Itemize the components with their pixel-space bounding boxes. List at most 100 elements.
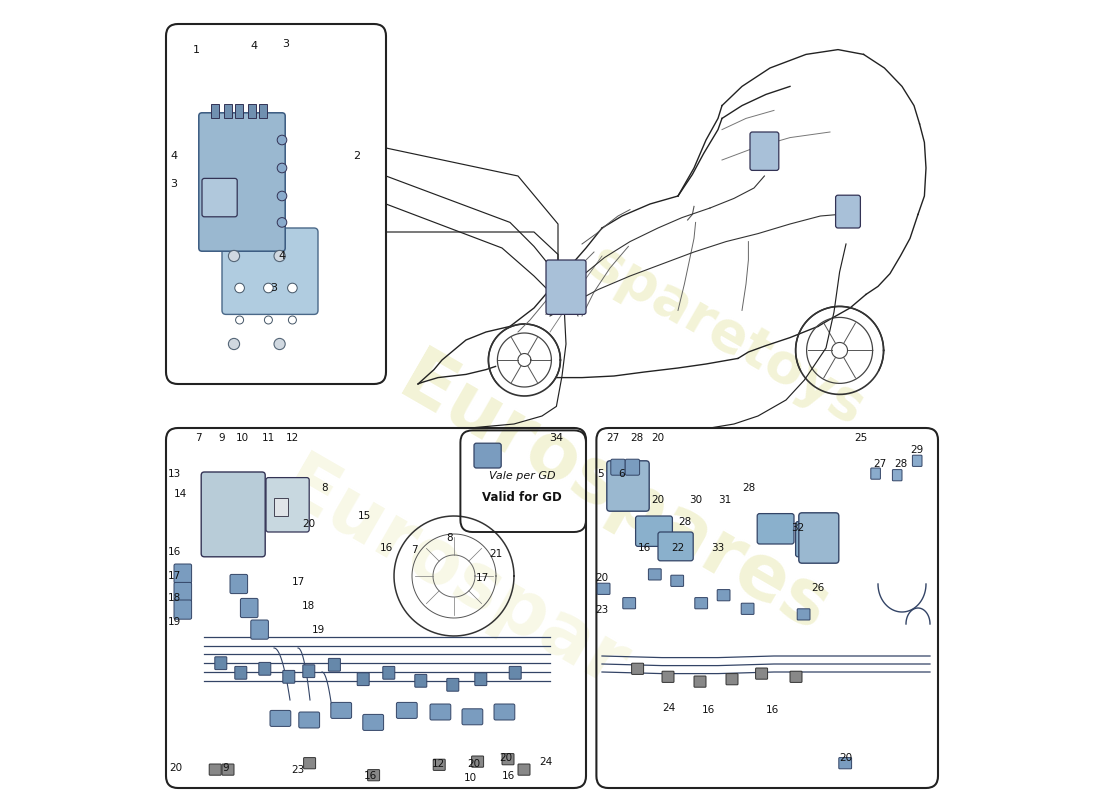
FancyBboxPatch shape bbox=[799, 513, 839, 563]
FancyBboxPatch shape bbox=[430, 704, 451, 720]
FancyBboxPatch shape bbox=[199, 113, 285, 251]
FancyBboxPatch shape bbox=[241, 598, 258, 618]
Text: 28: 28 bbox=[678, 517, 691, 526]
Text: 3: 3 bbox=[283, 39, 289, 49]
Circle shape bbox=[288, 316, 296, 324]
FancyBboxPatch shape bbox=[892, 470, 902, 481]
FancyBboxPatch shape bbox=[694, 676, 706, 687]
FancyBboxPatch shape bbox=[623, 598, 636, 609]
Text: 20: 20 bbox=[169, 763, 183, 773]
Text: 17: 17 bbox=[167, 571, 180, 581]
FancyBboxPatch shape bbox=[631, 663, 644, 674]
FancyBboxPatch shape bbox=[518, 764, 530, 775]
FancyBboxPatch shape bbox=[331, 702, 352, 718]
FancyBboxPatch shape bbox=[607, 461, 649, 511]
Text: 28: 28 bbox=[741, 483, 755, 493]
FancyBboxPatch shape bbox=[726, 674, 738, 685]
Text: 15: 15 bbox=[358, 511, 371, 521]
FancyBboxPatch shape bbox=[472, 756, 484, 767]
FancyBboxPatch shape bbox=[358, 673, 370, 686]
Text: 18: 18 bbox=[167, 594, 180, 603]
Text: sparetoys: sparetoys bbox=[579, 235, 873, 437]
FancyBboxPatch shape bbox=[610, 459, 625, 475]
Text: 16: 16 bbox=[379, 543, 393, 553]
Text: 29: 29 bbox=[910, 445, 923, 454]
Text: 5: 5 bbox=[597, 469, 604, 478]
FancyBboxPatch shape bbox=[174, 600, 191, 619]
Text: 16: 16 bbox=[167, 547, 180, 557]
Text: 16: 16 bbox=[363, 771, 376, 781]
Text: Eurospares: Eurospares bbox=[386, 343, 842, 649]
FancyBboxPatch shape bbox=[258, 662, 271, 675]
Text: 20: 20 bbox=[301, 519, 315, 529]
FancyBboxPatch shape bbox=[475, 673, 487, 686]
Text: 12: 12 bbox=[431, 759, 444, 769]
Bar bbox=[248, 104, 255, 118]
Circle shape bbox=[264, 283, 273, 293]
Circle shape bbox=[277, 163, 287, 173]
FancyBboxPatch shape bbox=[222, 228, 318, 314]
FancyBboxPatch shape bbox=[447, 678, 459, 691]
Bar bbox=[223, 104, 232, 118]
Text: 7: 7 bbox=[410, 546, 417, 555]
Text: 9: 9 bbox=[219, 434, 225, 443]
Text: 3: 3 bbox=[170, 179, 177, 189]
Text: 2: 2 bbox=[353, 151, 360, 161]
FancyBboxPatch shape bbox=[270, 710, 290, 726]
FancyBboxPatch shape bbox=[214, 657, 227, 670]
Text: 10: 10 bbox=[235, 434, 249, 443]
Text: 7: 7 bbox=[195, 434, 201, 443]
Text: 20: 20 bbox=[651, 434, 664, 443]
FancyBboxPatch shape bbox=[299, 712, 320, 728]
Text: 16: 16 bbox=[766, 706, 779, 715]
FancyBboxPatch shape bbox=[790, 671, 802, 682]
FancyBboxPatch shape bbox=[283, 670, 295, 683]
FancyBboxPatch shape bbox=[741, 603, 754, 614]
FancyBboxPatch shape bbox=[658, 532, 693, 561]
FancyBboxPatch shape bbox=[251, 620, 268, 639]
Text: 20: 20 bbox=[839, 754, 853, 763]
Text: 20: 20 bbox=[468, 759, 481, 769]
Circle shape bbox=[277, 218, 287, 227]
FancyBboxPatch shape bbox=[202, 178, 238, 217]
FancyBboxPatch shape bbox=[266, 478, 309, 532]
FancyBboxPatch shape bbox=[625, 459, 639, 475]
Text: Vale per GD: Vale per GD bbox=[488, 471, 556, 481]
FancyBboxPatch shape bbox=[462, 709, 483, 725]
Text: 17: 17 bbox=[475, 573, 488, 582]
FancyBboxPatch shape bbox=[597, 583, 611, 594]
Text: 21: 21 bbox=[490, 549, 503, 558]
FancyBboxPatch shape bbox=[836, 195, 860, 228]
FancyBboxPatch shape bbox=[304, 758, 316, 769]
Text: 16: 16 bbox=[702, 706, 715, 715]
FancyBboxPatch shape bbox=[474, 443, 502, 468]
FancyBboxPatch shape bbox=[502, 754, 514, 765]
FancyBboxPatch shape bbox=[636, 516, 672, 546]
Text: 30: 30 bbox=[689, 495, 702, 505]
Text: 14: 14 bbox=[174, 490, 187, 499]
FancyBboxPatch shape bbox=[750, 132, 779, 170]
Text: 20: 20 bbox=[651, 495, 664, 505]
Text: 4: 4 bbox=[251, 42, 257, 51]
Circle shape bbox=[274, 338, 285, 350]
FancyBboxPatch shape bbox=[209, 764, 221, 775]
FancyBboxPatch shape bbox=[302, 665, 315, 678]
Text: 20: 20 bbox=[499, 754, 513, 763]
FancyBboxPatch shape bbox=[222, 764, 234, 775]
Circle shape bbox=[274, 250, 285, 262]
Text: 4: 4 bbox=[170, 151, 177, 161]
FancyBboxPatch shape bbox=[174, 582, 191, 602]
FancyBboxPatch shape bbox=[494, 704, 515, 720]
Circle shape bbox=[277, 135, 287, 145]
FancyBboxPatch shape bbox=[662, 671, 674, 682]
Circle shape bbox=[229, 250, 240, 262]
FancyBboxPatch shape bbox=[717, 590, 730, 601]
Bar bbox=[274, 498, 288, 516]
Text: 16: 16 bbox=[502, 771, 515, 781]
FancyBboxPatch shape bbox=[509, 666, 521, 679]
Text: 11: 11 bbox=[262, 434, 275, 443]
Text: 22: 22 bbox=[671, 543, 684, 553]
Text: 27: 27 bbox=[606, 434, 619, 443]
Text: 18: 18 bbox=[301, 602, 315, 611]
Circle shape bbox=[264, 316, 273, 324]
